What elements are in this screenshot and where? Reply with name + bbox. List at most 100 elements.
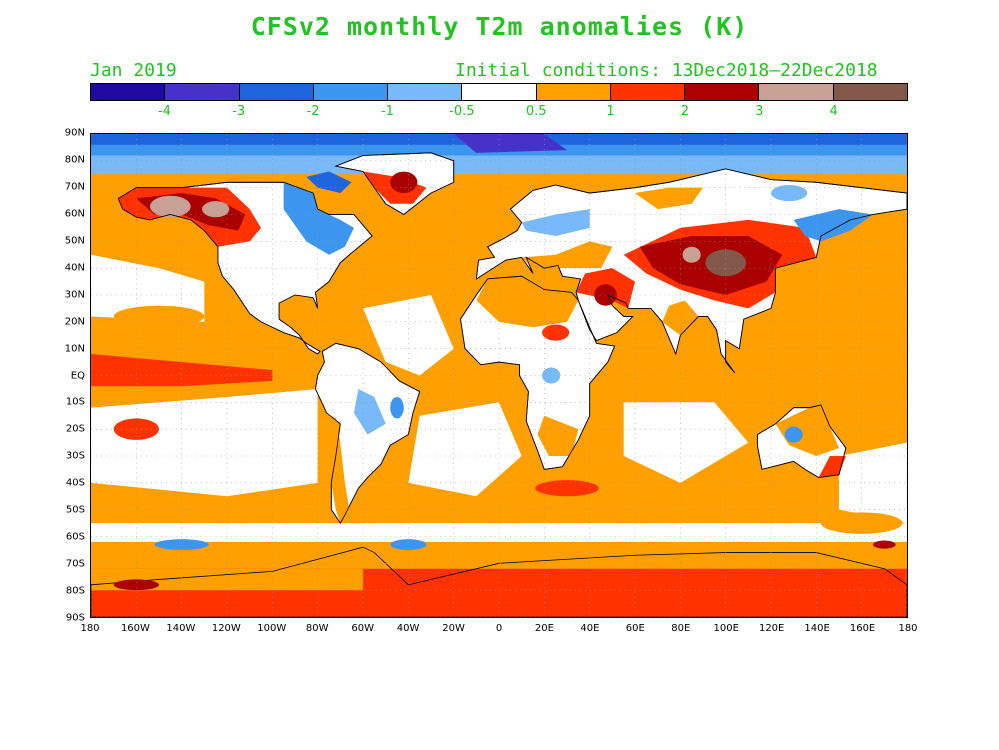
colorbar-legend bbox=[90, 83, 908, 101]
colorbar-tick-label: 3 bbox=[755, 104, 764, 119]
latitude-label: 90N bbox=[64, 127, 85, 139]
longitude-label: 20W bbox=[442, 623, 465, 634]
cool-anomaly-yakutia bbox=[770, 184, 808, 202]
initial-conditions-label: Initial conditions: 13Dec2018–22Dec2018 bbox=[455, 60, 878, 81]
colorbar-tick-label: -4 bbox=[157, 104, 171, 119]
colorbar-swatch-10 bbox=[833, 84, 907, 100]
longitude-label: 40E bbox=[580, 623, 600, 634]
latitude-label: 40S bbox=[65, 477, 85, 489]
colorbar-swatch-3 bbox=[313, 84, 389, 100]
coastline-0 bbox=[117, 181, 373, 355]
longitude-label: 120E bbox=[758, 623, 785, 634]
latitude-label: 30N bbox=[64, 289, 85, 301]
coast-antarctica bbox=[91, 546, 907, 617]
neutral-zone-south-atlantic bbox=[408, 402, 522, 497]
longitude-label: 120W bbox=[211, 623, 241, 634]
latitude-label: 60N bbox=[64, 208, 85, 220]
warm-anomaly-europe-south bbox=[521, 241, 613, 269]
hot-anomaly-sahara-east bbox=[542, 324, 570, 341]
warm-anomaly-agulhas bbox=[535, 480, 599, 497]
forecast-month-label: Jan 2019 bbox=[90, 60, 177, 81]
colorbar-swatch-5 bbox=[462, 84, 537, 100]
latitude-label: 10N bbox=[64, 343, 85, 355]
colorbar-swatch-0 bbox=[91, 84, 166, 100]
latitude-label: 50S bbox=[65, 504, 85, 516]
colorbar-swatch-8 bbox=[685, 84, 760, 100]
cold-anomaly-east-siberia bbox=[793, 209, 873, 242]
latitude-label: 70N bbox=[64, 181, 85, 193]
extreme-anomaly-mongolia bbox=[705, 249, 747, 277]
latitude-label: 80N bbox=[64, 154, 85, 166]
warm-band-southern-ocean bbox=[91, 541, 907, 558]
coastline-1 bbox=[334, 152, 455, 215]
latitude-label: 10S bbox=[65, 396, 85, 408]
colorbar-tick-label: -1 bbox=[380, 104, 394, 119]
longitude-label: 0 bbox=[495, 623, 503, 634]
coastline-5 bbox=[756, 404, 847, 478]
cool-anomaly-congo bbox=[542, 367, 561, 384]
latitude-label: 60S bbox=[65, 531, 85, 543]
longitude-label: 140W bbox=[166, 623, 196, 634]
hot-anomaly-ross-edge bbox=[873, 540, 896, 549]
colorbar-tick-label: 2 bbox=[680, 104, 690, 119]
anomaly-map bbox=[90, 133, 908, 618]
hot-anomaly-greenland bbox=[390, 171, 418, 194]
longitude-label: 160W bbox=[120, 623, 150, 634]
coastline-4 bbox=[475, 168, 907, 374]
chart-title: CFSv2 monthly T2m anomalies (K) bbox=[250, 12, 749, 41]
colorbar-swatch-9 bbox=[759, 84, 834, 100]
latitude-label: 50N bbox=[64, 235, 85, 247]
colorbar-swatch-2 bbox=[239, 84, 314, 100]
neutral-zone-south-pacific bbox=[91, 388, 318, 497]
longitude-label: 100W bbox=[257, 623, 287, 634]
longitude-label: 180 bbox=[80, 623, 100, 634]
warm-anomaly-west-siberia bbox=[634, 187, 703, 210]
warm-anomaly-north-australia bbox=[775, 404, 839, 456]
colorbar-tick-label: -3 bbox=[232, 104, 246, 119]
cold-anomaly-eastern-canada bbox=[283, 182, 354, 255]
cool-anomaly-scandinavia bbox=[521, 209, 590, 236]
extreme-anomaly-yukon bbox=[202, 201, 230, 218]
cold-core-baffin bbox=[306, 171, 352, 194]
colorbar-swatch-4 bbox=[388, 84, 463, 100]
cool-anomaly-brazil bbox=[353, 388, 386, 435]
longitude-label: 180 bbox=[898, 623, 918, 634]
latitude-label: 20N bbox=[64, 316, 85, 328]
longitude-label: 60E bbox=[625, 623, 645, 634]
colorbar-tick-label: 1 bbox=[606, 104, 615, 119]
latitude-label: 20S bbox=[65, 423, 85, 435]
warm-anomaly-southern-africa bbox=[537, 415, 579, 456]
warm-anomaly-india bbox=[662, 300, 699, 336]
warm-anomaly-andes bbox=[326, 413, 350, 524]
longitude-label: 140E bbox=[804, 623, 830, 634]
colorbar-tick-label: -2 bbox=[306, 104, 320, 119]
longitude-label: 40W bbox=[396, 623, 420, 634]
warm-anomaly-gulf bbox=[279, 295, 314, 328]
warm-anomaly-north-africa bbox=[476, 276, 579, 328]
colorbar-swatch-6 bbox=[536, 84, 611, 100]
warm-field-west-antarctica bbox=[91, 568, 364, 591]
extreme-anomaly-alaska-1 bbox=[149, 195, 191, 218]
latitude-label: 90S bbox=[65, 612, 85, 624]
colorbar-tick-label: 0.5 bbox=[525, 104, 547, 119]
cold-pole-arctic bbox=[453, 134, 568, 153]
colorbar-tick-label: -0.5 bbox=[449, 104, 475, 119]
colorbar-tick-label: 4 bbox=[829, 104, 838, 119]
latitude-label: 70S bbox=[65, 558, 85, 570]
latitude-label: EQ bbox=[70, 370, 85, 381]
neutral-zone-tasman bbox=[838, 442, 907, 524]
coastline-3 bbox=[460, 275, 616, 470]
longitude-label: 60W bbox=[351, 623, 374, 634]
coastline-2 bbox=[315, 342, 421, 524]
longitude-label: 20E bbox=[534, 623, 554, 634]
warm-anomaly-east-australia bbox=[818, 455, 846, 478]
neutral-zone-tropical-atlantic bbox=[363, 295, 454, 376]
colorbar-swatch-7 bbox=[610, 84, 686, 100]
longitude-label: 80W bbox=[305, 623, 329, 634]
cold-anomaly-australia-interior bbox=[784, 426, 803, 443]
cold-anomaly-weddell bbox=[390, 539, 427, 550]
cold-anomaly-amundsen bbox=[154, 539, 209, 550]
latitude-label: 30S bbox=[65, 450, 85, 462]
warm-band-north-pacific bbox=[113, 305, 205, 328]
hot-anomaly-ross-sea bbox=[113, 579, 159, 591]
